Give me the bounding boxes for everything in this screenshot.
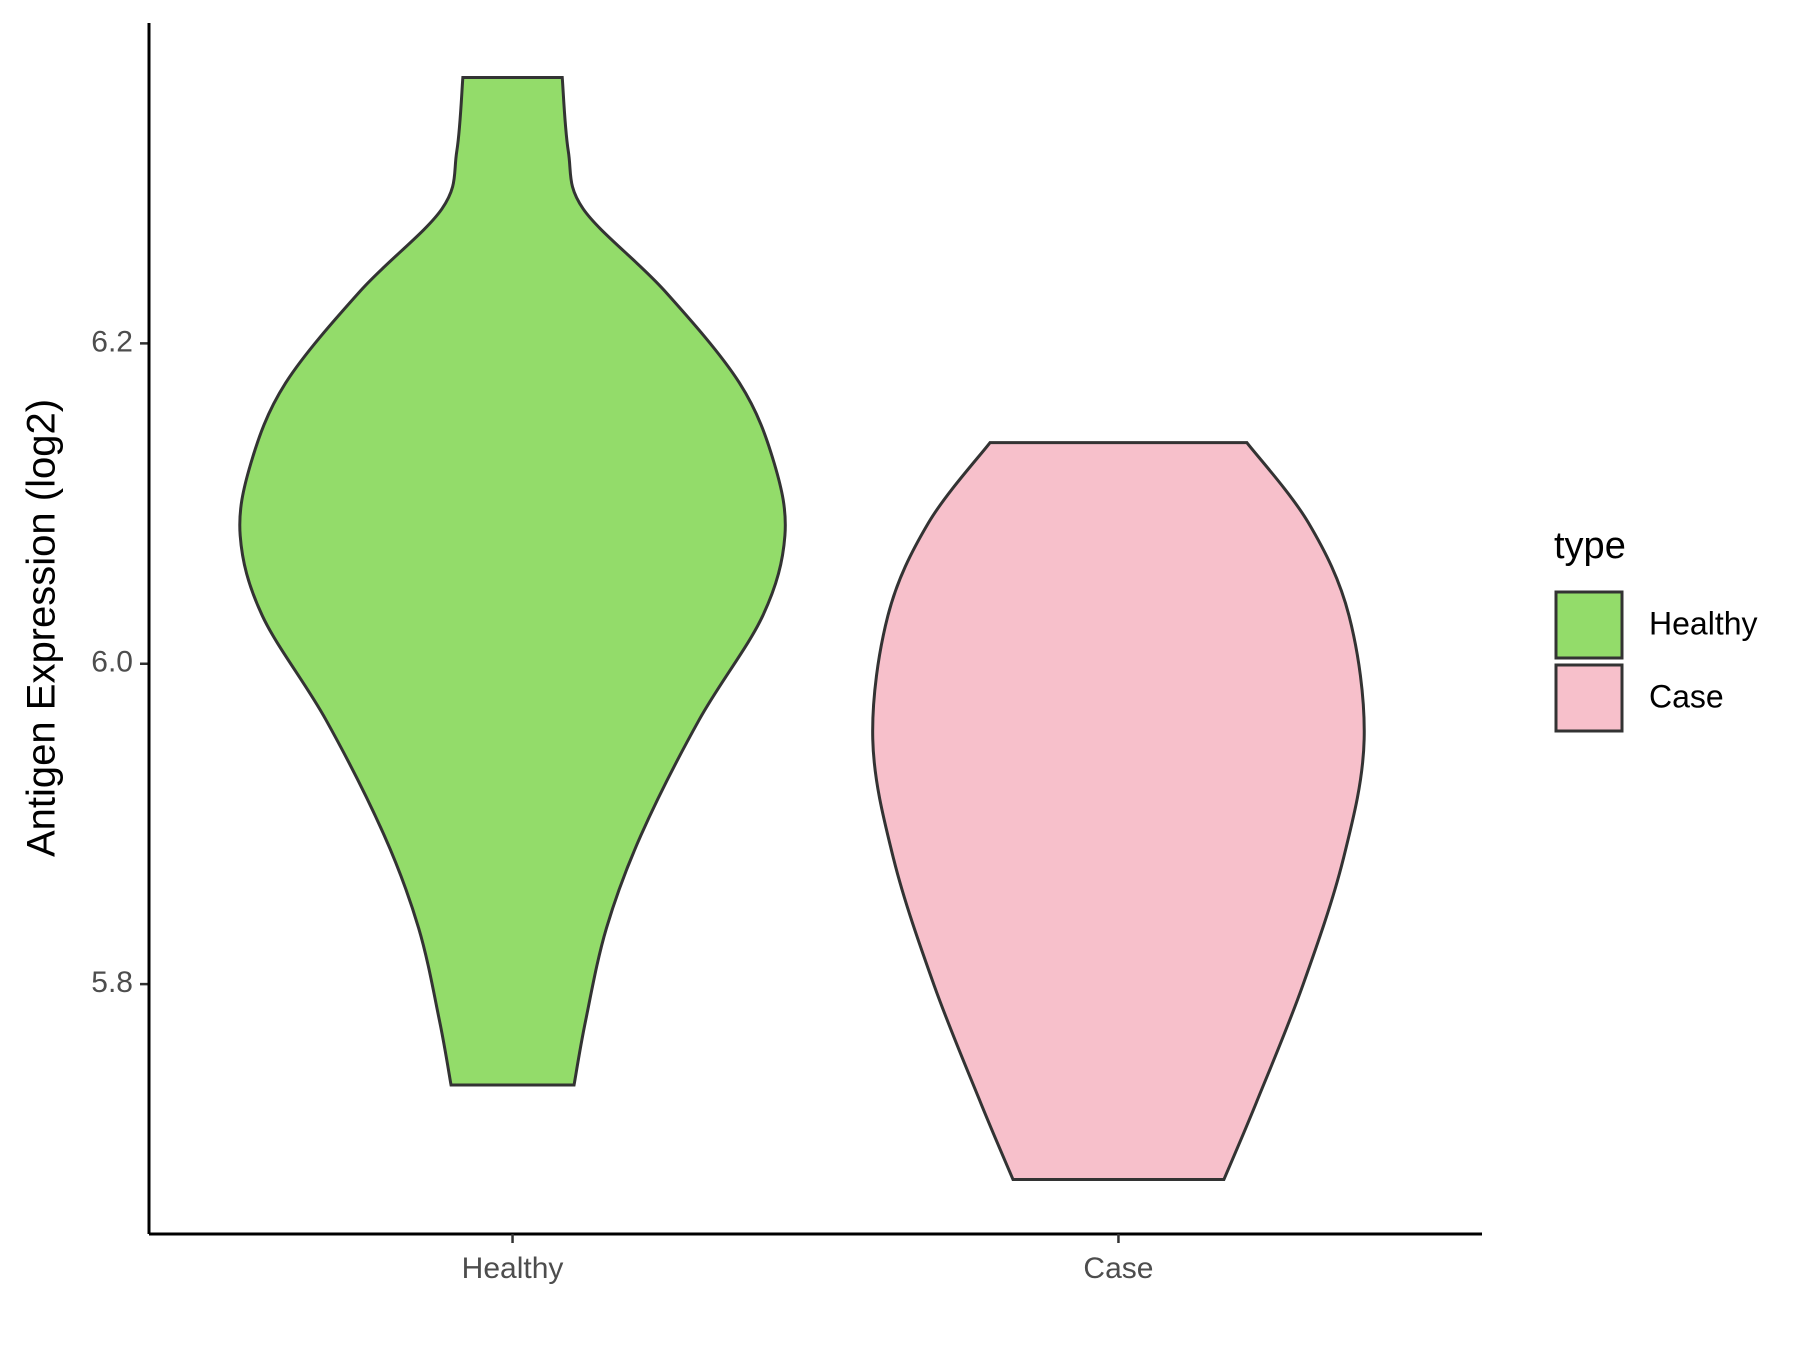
violin — [238, 75, 787, 1087]
legend-key — [1554, 663, 1624, 733]
y-tick-label: 5.8 — [91, 966, 133, 999]
legend-label: Case — [1649, 678, 1724, 714]
legend-title: type — [1554, 525, 1626, 567]
x-tick-label: Case — [1083, 1252, 1153, 1285]
x-tick-label: Healthy — [462, 1252, 564, 1285]
y-tick-label: 6.0 — [91, 646, 133, 679]
legend-key — [1554, 590, 1624, 660]
y-axis-title: Antigen Expression (log2) — [20, 399, 64, 857]
violin — [871, 441, 1366, 1182]
legend-label: Healthy — [1649, 605, 1758, 641]
y-tick-label: 6.2 — [91, 325, 133, 358]
